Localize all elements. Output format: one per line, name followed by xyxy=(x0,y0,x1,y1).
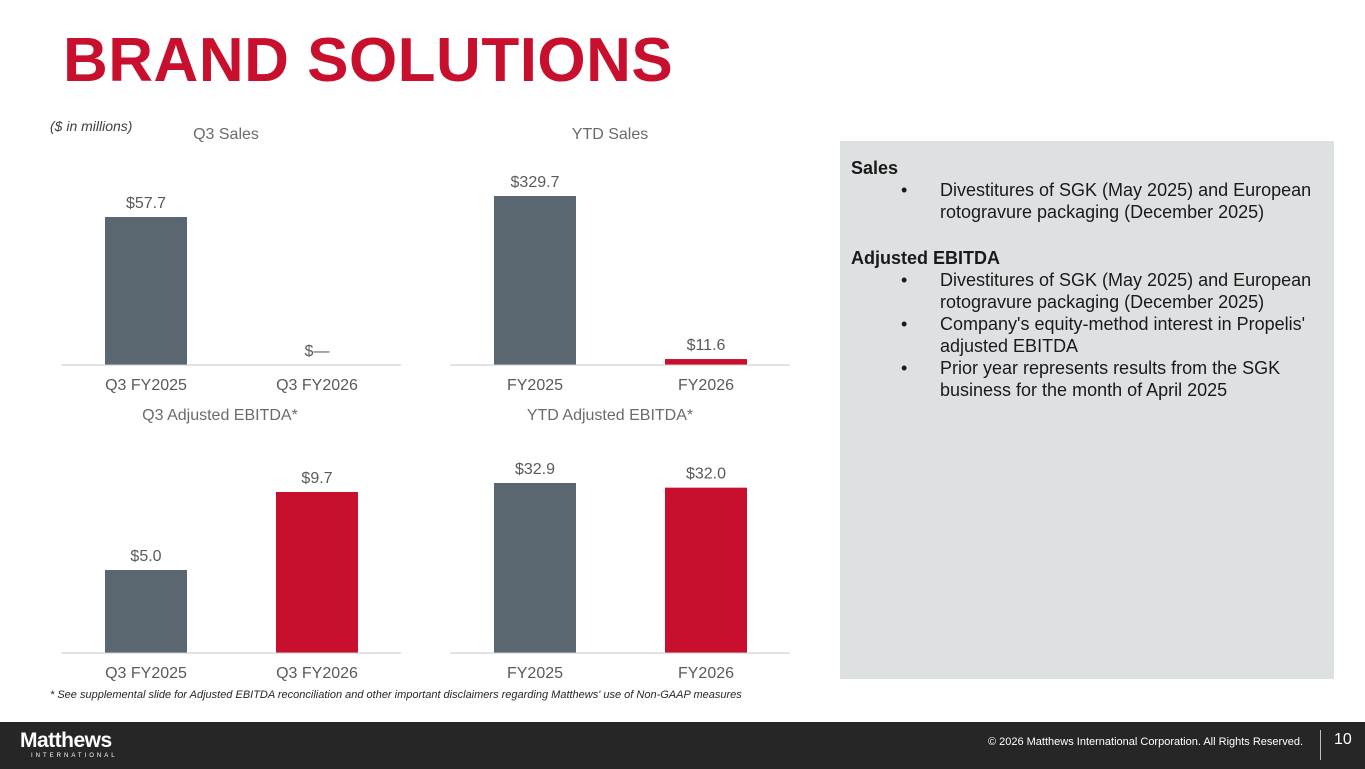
bar-fy2025 xyxy=(494,483,576,653)
footer-bar: Matthews INTERNATIONAL © 2026 Matthews I… xyxy=(0,722,1365,769)
bullet-glyph: • xyxy=(901,358,908,378)
category-label: FY2026 xyxy=(678,377,734,394)
bar-q3-fy2025 xyxy=(105,217,187,365)
notes-section-sales: Sales • Divestitures of SGK (May 2025) an… xyxy=(851,157,1324,223)
footer-divider xyxy=(1320,730,1321,760)
notes-heading-ebitda: Adjusted EBITDA xyxy=(851,248,1001,268)
bullet-glyph: • xyxy=(901,180,908,200)
bar-q3-fy2026 xyxy=(276,492,358,653)
chart-title-ytd-sales: YTD Sales xyxy=(571,126,649,143)
chart-title-ytd-ebitda: YTD Adjusted EBITDA* xyxy=(526,407,694,424)
matthews-logo: Matthews xyxy=(20,729,112,752)
category-label: Q3 FY2025 xyxy=(105,377,187,394)
copyright-text: © 2026 Matthews International Corporatio… xyxy=(987,736,1303,748)
page-number: 10 xyxy=(1334,731,1352,748)
category-label: Q3 FY2026 xyxy=(276,377,358,394)
notes-list-sales: • Divestitures of SGK (May 2025) and Euro… xyxy=(851,179,1324,223)
bar-fy2026 xyxy=(665,359,747,365)
category-label: Q3 FY2026 xyxy=(276,665,358,682)
notes-bullet: • Company's equity-method interest in Pro… xyxy=(851,313,1324,357)
bar-fy2025 xyxy=(494,196,576,365)
notes-panel: Sales • Divestitures of SGK (May 2025) an… xyxy=(840,141,1334,679)
bar-value-label: $9.7 xyxy=(301,470,332,487)
chart-q3-sales: $57.7 Q3 FY2025 $— Q3 FY2026 xyxy=(61,195,401,394)
bar-value-label: $11.6 xyxy=(687,337,726,354)
chart-ytd-sales: $329.7 FY2025 $11.6 FY2026 xyxy=(450,174,790,394)
matthews-logo-subtext: INTERNATIONAL xyxy=(31,753,118,759)
chart-q3-ebitda: $5.0 Q3 FY2025 $9.7 Q3 FY2026 xyxy=(61,470,401,682)
notes-bullet-text: Divestitures of SGK (May 2025) and Europ… xyxy=(940,270,1312,312)
bar-value-label: $57.7 xyxy=(126,195,166,212)
bar-q3-fy2025 xyxy=(105,570,187,653)
bullet-glyph: • xyxy=(901,270,908,290)
notes-bullet: • Divestitures of SGK (May 2025) and Euro… xyxy=(851,269,1324,313)
bullet-glyph: • xyxy=(901,314,908,334)
notes-bullet-text: Divestitures of SGK (May 2025) and Europ… xyxy=(940,180,1312,222)
chart-title-q3-sales: Q3 Sales xyxy=(193,126,259,143)
bar-value-label: $329.7 xyxy=(511,174,560,191)
chart-ytd-ebitda: $32.9 FY2025 $32.0 FY2026 xyxy=(450,461,790,682)
bar-fy2026 xyxy=(665,487,747,653)
category-label: FY2026 xyxy=(678,665,734,682)
units-note: ($ in millions) xyxy=(50,118,133,134)
notes-bullet: • Divestitures of SGK (May 2025) and Euro… xyxy=(851,179,1324,223)
footnote: * See supplemental slide for Adjusted EB… xyxy=(50,689,742,701)
notes-list-ebitda: • Divestitures of SGK (May 2025) and Euro… xyxy=(851,269,1324,401)
bar-value-label: $— xyxy=(305,343,330,360)
notes-section-ebitda: Adjusted EBITDA • Divestitures of SGK (Ma… xyxy=(851,247,1324,401)
notes-bullet: • Prior year represents results from the … xyxy=(851,357,1324,401)
category-label: Q3 FY2025 xyxy=(105,665,187,682)
chart-title-q3-ebitda: Q3 Adjusted EBITDA* xyxy=(142,407,298,424)
category-label: FY2025 xyxy=(507,665,563,682)
notes-bullet-text: Prior year represents results from the S… xyxy=(940,358,1281,400)
notes-heading-sales: Sales xyxy=(851,158,899,178)
notes-bullet-text: Company's equity-method interest in Prop… xyxy=(940,314,1306,356)
bar-value-label: $5.0 xyxy=(130,548,161,565)
bar-value-label: $32.0 xyxy=(686,466,726,483)
slide-title: BRAND SOLUTIONS xyxy=(63,26,674,95)
bar-value-label: $32.9 xyxy=(515,461,555,478)
category-label: FY2025 xyxy=(507,377,563,394)
